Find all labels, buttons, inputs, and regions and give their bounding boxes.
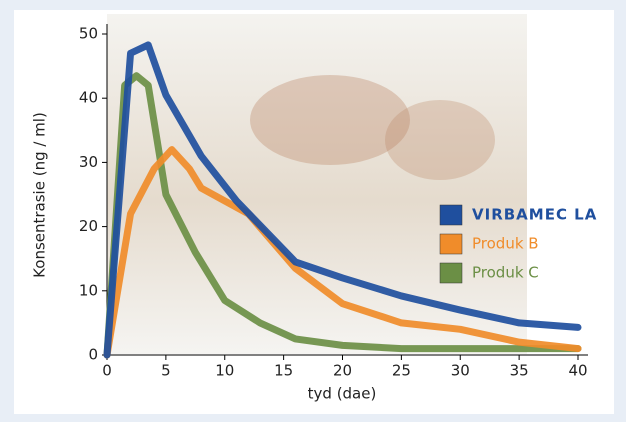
legend-swatch (440, 234, 462, 254)
y-tick-label: 0 (88, 346, 98, 364)
x-tick-label: 20 (333, 362, 352, 380)
y-tick-label: 10 (79, 281, 98, 299)
x-tick-label: 5 (161, 362, 171, 380)
chart: tyd (dae) Konsentrasie (ng / ml) 0 5 10 15 2… (0, 0, 626, 422)
y-tick-label: 50 (79, 25, 98, 43)
x-axis-label: tyd (dae) (308, 385, 377, 403)
legend-swatch (440, 263, 462, 283)
background-cow (250, 75, 410, 165)
legend-label: Produk B (472, 235, 539, 253)
x-tick-label: 35 (510, 362, 529, 380)
y-tick-label: 30 (79, 153, 98, 171)
y-tick-label: 40 (79, 89, 98, 107)
x-tick-label: 0 (102, 362, 112, 380)
legend-label: Produk C (472, 264, 539, 282)
background-image (107, 14, 527, 354)
legend-label: VIRBAMEC LA (472, 206, 597, 224)
y-axis-label: Konsentrasie (ng / ml) (31, 112, 49, 278)
x-tick-label: 10 (215, 362, 234, 380)
legend-swatch (440, 205, 462, 225)
x-tick-label: 30 (451, 362, 470, 380)
background-cow (385, 100, 495, 180)
y-tick-label: 20 (79, 217, 98, 235)
x-tick-label: 40 (568, 362, 587, 380)
x-tick-label: 15 (274, 362, 293, 380)
x-tick-label: 25 (392, 362, 411, 380)
